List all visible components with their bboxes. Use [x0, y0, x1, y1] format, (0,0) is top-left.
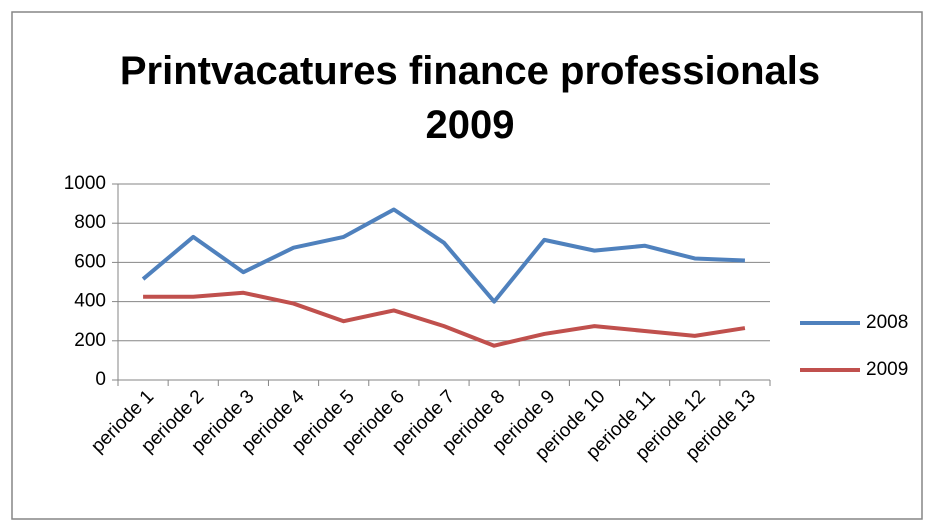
- y-tick-label: 1000: [64, 173, 106, 194]
- y-tick-label: 400: [74, 291, 106, 312]
- legend-label: 2008: [866, 312, 908, 333]
- y-tick-label: 0: [95, 369, 106, 390]
- y-tick-label: 200: [74, 330, 106, 351]
- series-line: [141, 207, 746, 304]
- chart-title: Printvacatures finance professionals 200…: [119, 49, 821, 147]
- y-tick-label: 600: [74, 251, 106, 272]
- chart-border: [11, 11, 923, 520]
- y-tick-label: 800: [74, 212, 106, 233]
- legend-label: 2009: [866, 359, 908, 380]
- series-line: [143, 290, 746, 348]
